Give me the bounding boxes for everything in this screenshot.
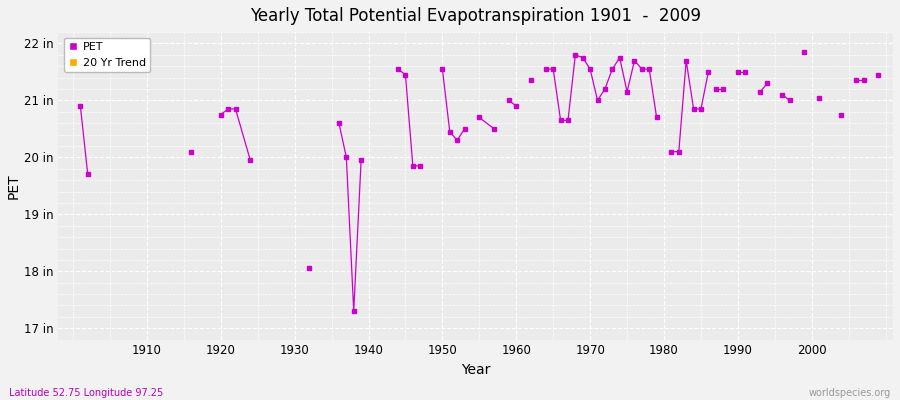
Text: Latitude 52.75 Longitude 97.25: Latitude 52.75 Longitude 97.25 [9, 388, 163, 398]
Text: worldspecies.org: worldspecies.org [809, 388, 891, 398]
X-axis label: Year: Year [461, 363, 491, 377]
Legend: PET, 20 Yr Trend: PET, 20 Yr Trend [64, 38, 150, 72]
Y-axis label: PET: PET [7, 173, 21, 199]
Title: Yearly Total Potential Evapotranspiration 1901  -  2009: Yearly Total Potential Evapotranspiratio… [250, 7, 701, 25]
